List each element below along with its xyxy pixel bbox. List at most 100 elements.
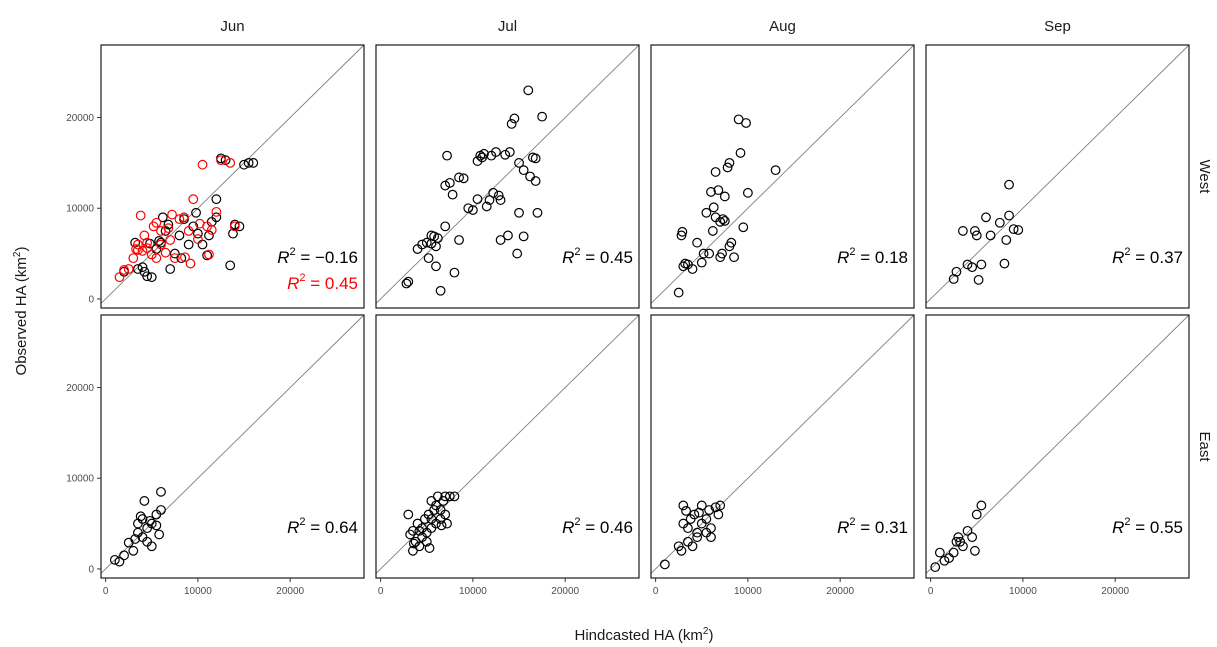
data-point-black — [423, 253, 434, 264]
x-tick-label: 20000 — [551, 586, 579, 597]
data-point-black — [970, 226, 980, 236]
data-point-red — [160, 247, 171, 258]
data-point-black — [183, 239, 194, 250]
data-point-black — [962, 525, 973, 536]
data-point-black — [715, 500, 726, 511]
data-point-black — [715, 216, 726, 227]
data-point-red — [197, 159, 208, 170]
data-point-red — [225, 157, 236, 168]
data-point-red — [204, 249, 214, 260]
data-point-black — [689, 509, 700, 520]
panel-border — [650, 314, 915, 579]
data-point-black — [197, 239, 208, 250]
data-point-black — [151, 520, 162, 531]
data-point-black — [958, 226, 968, 236]
x-tick-label: 10000 — [184, 586, 212, 597]
data-point-black — [530, 176, 541, 186]
data-point-black — [701, 207, 712, 218]
data-point-black — [687, 541, 698, 552]
data-point-black — [145, 515, 155, 526]
data-point-black — [676, 230, 687, 241]
row-label-west: West — [1196, 160, 1213, 195]
one-to-one-line — [100, 314, 365, 574]
data-point-black — [741, 118, 751, 128]
data-point-black — [717, 248, 727, 259]
data-point-black — [514, 157, 524, 168]
column-label-aug: Aug — [769, 18, 796, 35]
data-point-black — [518, 165, 529, 176]
data-point-black — [408, 538, 419, 549]
data-point-black — [146, 541, 157, 552]
data-point-black — [726, 237, 737, 248]
data-point-black — [128, 545, 139, 556]
data-point-black — [951, 266, 962, 277]
y-tick-label: 0 — [88, 294, 94, 305]
data-point-black — [976, 259, 987, 270]
data-point-black — [708, 202, 719, 213]
data-point-black — [1001, 235, 1012, 245]
data-point-black — [770, 165, 781, 176]
data-point-black — [512, 248, 523, 259]
y-tick-label: 10000 — [66, 204, 94, 215]
data-point-red — [216, 155, 226, 166]
data-point-black — [659, 559, 670, 570]
data-point-black — [999, 258, 1010, 269]
data-point-black — [440, 491, 451, 502]
data-point-black — [951, 536, 962, 547]
data-point-black — [710, 167, 721, 177]
data-point-black — [139, 496, 150, 506]
data-point-black — [165, 264, 176, 274]
data-point-black — [114, 556, 125, 567]
data-point-black — [408, 525, 418, 536]
data-point-black — [1008, 224, 1019, 235]
data-point-black — [156, 486, 166, 497]
data-point-black — [472, 194, 483, 205]
data-point-black — [119, 550, 129, 561]
panel-border — [375, 314, 640, 579]
x-tick-label: 0 — [103, 586, 109, 597]
data-point-black — [994, 217, 1005, 228]
x-tick-label: 0 — [928, 586, 934, 597]
data-point-black — [225, 260, 236, 271]
data-point-black — [204, 230, 214, 241]
data-point-black — [431, 261, 441, 272]
data-point-black — [495, 235, 506, 245]
data-point-black — [463, 203, 474, 214]
data-point-black — [706, 532, 716, 543]
panel-jun-west: R2 = −0.16 R2 = 0.45 — [100, 44, 365, 309]
column-label-jul: Jul — [498, 18, 517, 35]
data-point-black — [154, 529, 165, 540]
data-point-black — [718, 214, 728, 225]
data-point-black — [953, 532, 964, 543]
data-point-black — [692, 237, 703, 248]
data-point-black — [687, 264, 698, 274]
r-squared-label-black: R2 = −0.16 — [277, 246, 358, 267]
data-point-black — [973, 274, 984, 285]
data-point-black — [444, 491, 455, 502]
data-point-red — [180, 252, 190, 263]
r-squared-label-black: R2 = 0.18 — [837, 246, 908, 267]
x-tick-label: 20000 — [276, 586, 304, 597]
data-point-black — [176, 253, 187, 264]
data-point-black — [981, 212, 991, 223]
data-point-black — [133, 264, 143, 274]
data-point-black — [713, 185, 724, 196]
one-to-one-line — [925, 314, 1190, 574]
data-point-black — [678, 261, 689, 272]
data-point-black — [742, 187, 753, 198]
panel-border — [925, 44, 1190, 309]
data-point-black — [146, 518, 157, 529]
data-point-red — [229, 221, 240, 232]
y-tick-label: 0 — [88, 564, 94, 575]
data-point-black — [677, 226, 688, 237]
data-point-red — [151, 253, 162, 264]
panel-border — [100, 314, 365, 579]
data-point-black — [440, 221, 451, 232]
x-tick-label: 20000 — [826, 586, 854, 597]
one-to-one-line — [650, 44, 915, 304]
data-point-black — [491, 147, 501, 157]
x-axis-title: Hindcasted HA (km2) — [575, 626, 714, 644]
data-point-black — [530, 153, 541, 164]
panel-jul-west: R2 = 0.45 — [375, 44, 640, 309]
data-point-black — [146, 272, 157, 283]
